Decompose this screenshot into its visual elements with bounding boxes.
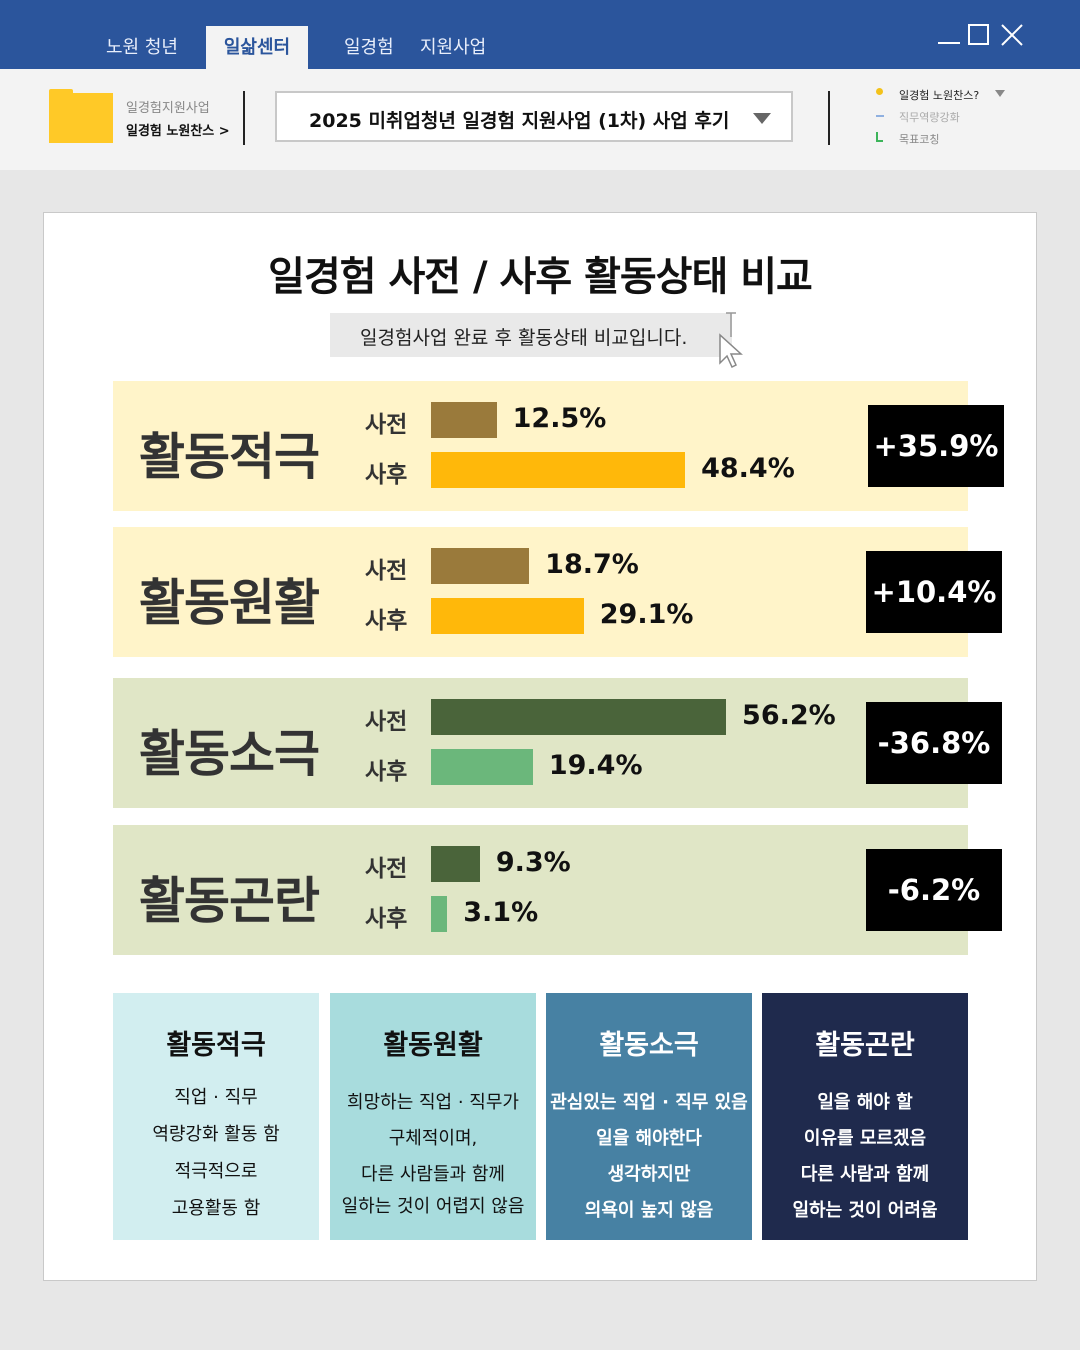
post-bar (431, 749, 533, 785)
dash-icon (876, 115, 884, 117)
change-badge: -36.8% (866, 702, 1002, 784)
post-bar (431, 598, 584, 634)
pre-bar (431, 402, 497, 438)
change-badge: +35.9% (868, 405, 1004, 487)
legend-card-line: 관심있는 직업 · 직무 있음 (550, 1092, 748, 1113)
subtitle-box: 일경험사업 완료 후 활동상태 비교입니다. (330, 313, 732, 357)
row-category-label: 활동적극 (139, 428, 320, 486)
flag-icon (876, 132, 883, 142)
toolbar: 일경험지원사업 일경험 노원찬스 > 2025 미취업청년 일경험 지원사업 (… (0, 69, 1080, 170)
legend-card-title: 활동곤란 (815, 1030, 915, 1061)
legend-card-title: 활동소극 (599, 1030, 699, 1061)
legend-card-line: 구체적이며, (388, 1128, 478, 1149)
row-category-label: 활동소극 (139, 725, 320, 783)
post-label: 사후 (365, 608, 408, 634)
legend-card-title: 활동원활 (383, 1030, 483, 1061)
window-header: 노원 청년 일삶센터 일경험 지원사업 (0, 0, 1080, 69)
pre-label: 사전 (365, 558, 408, 584)
row-category-label: 활동곤란 (139, 872, 320, 930)
legend-card-line: 고용활동 함 (171, 1198, 261, 1219)
side-link-label: 목표코칭 (899, 133, 940, 146)
caret-down-icon (995, 90, 1005, 97)
legend-card-line: 의욕이 높지 않음 (584, 1200, 714, 1221)
legend-card-line: 이유를 모르겠음 (803, 1128, 927, 1149)
tab-nowon-youth[interactable]: 노원 청년 (106, 37, 178, 58)
side-link-label: 일경험 노원찬스? (899, 89, 980, 102)
close-icon[interactable] (999, 22, 1025, 48)
breadcrumb-current[interactable]: 일경험 노원찬스 > (126, 124, 230, 139)
post-label: 사후 (365, 906, 408, 932)
post-label: 사후 (365, 759, 408, 785)
post-value: 29.1% (599, 599, 694, 630)
tab-work-experience[interactable]: 일경험 (344, 37, 394, 58)
post-bar (431, 452, 686, 488)
legend-card-line: 역량강화 활동 함 (152, 1124, 280, 1145)
legend-card-line: 적극적으로 (174, 1161, 258, 1182)
pre-value: 56.2% (742, 700, 836, 731)
cursor-icon (719, 312, 743, 369)
breadcrumb-parent[interactable]: 일경험지원사업 (126, 101, 210, 116)
minimize-icon[interactable] (936, 22, 962, 48)
chevron-down-icon (753, 113, 771, 124)
pre-bar (431, 548, 530, 584)
program-select[interactable]: 2025 미취업청년 일경험 지원사업 (1차) 사업 후기 (275, 91, 793, 142)
legend-card-line: 다른 사람들과 함께 (361, 1164, 505, 1185)
legend-card-line: 직업 · 직무 (174, 1087, 258, 1108)
legend-card-line: 생각하지만 (607, 1164, 691, 1185)
post-value: 19.4% (548, 750, 643, 781)
post-value: 48.4% (701, 453, 795, 484)
tab-support-program[interactable]: 지원사업 (420, 37, 487, 58)
pre-bar (431, 846, 480, 882)
legend-card-line: 일을 해야한다 (596, 1128, 702, 1149)
pre-value: 9.3% (495, 847, 571, 878)
page-title: 일경험 사전 / 사후 활동상태 비교 (268, 254, 813, 300)
pre-bar (431, 699, 727, 735)
legend-card-title: 활동적극 (166, 1030, 266, 1061)
legend-card-line: 일하는 것이 어렵지 않음 (341, 1196, 525, 1217)
change-badge: +10.4% (866, 551, 1002, 633)
program-select-value: 2025 미취업청년 일경험 지원사업 (1차) 사업 후기 (309, 110, 730, 132)
tab-ilsam-center[interactable]: 일삶센터 (206, 26, 308, 69)
divider (243, 91, 245, 145)
divider (828, 91, 830, 145)
pre-label: 사전 (365, 856, 408, 882)
pre-label: 사전 (365, 412, 408, 438)
pre-value: 12.5% (512, 403, 607, 434)
folder-icon (49, 89, 113, 143)
legend-card-line: 일을 해야 할 (817, 1092, 913, 1113)
legend-card-line: 다른 사람과 함께 (800, 1164, 930, 1185)
legend-card-line: 일하는 것이 어려움 (792, 1200, 938, 1221)
side-link-label: 직무역량강화 (899, 111, 960, 124)
post-label: 사후 (365, 462, 408, 488)
legend-card-line: 희망하는 직업 · 직무가 (347, 1092, 519, 1113)
pre-value: 18.7% (545, 549, 639, 580)
post-bar (431, 896, 448, 932)
change-badge: -6.2% (866, 849, 1002, 931)
row-category-label: 활동원활 (139, 574, 320, 632)
subtitle-text: 일경험사업 완료 후 활동상태 비교입니다. (360, 327, 688, 349)
maximize-icon[interactable] (966, 22, 992, 48)
lightbulb-icon (876, 88, 883, 95)
post-value: 3.1% (463, 897, 539, 928)
pre-label: 사전 (365, 709, 408, 735)
